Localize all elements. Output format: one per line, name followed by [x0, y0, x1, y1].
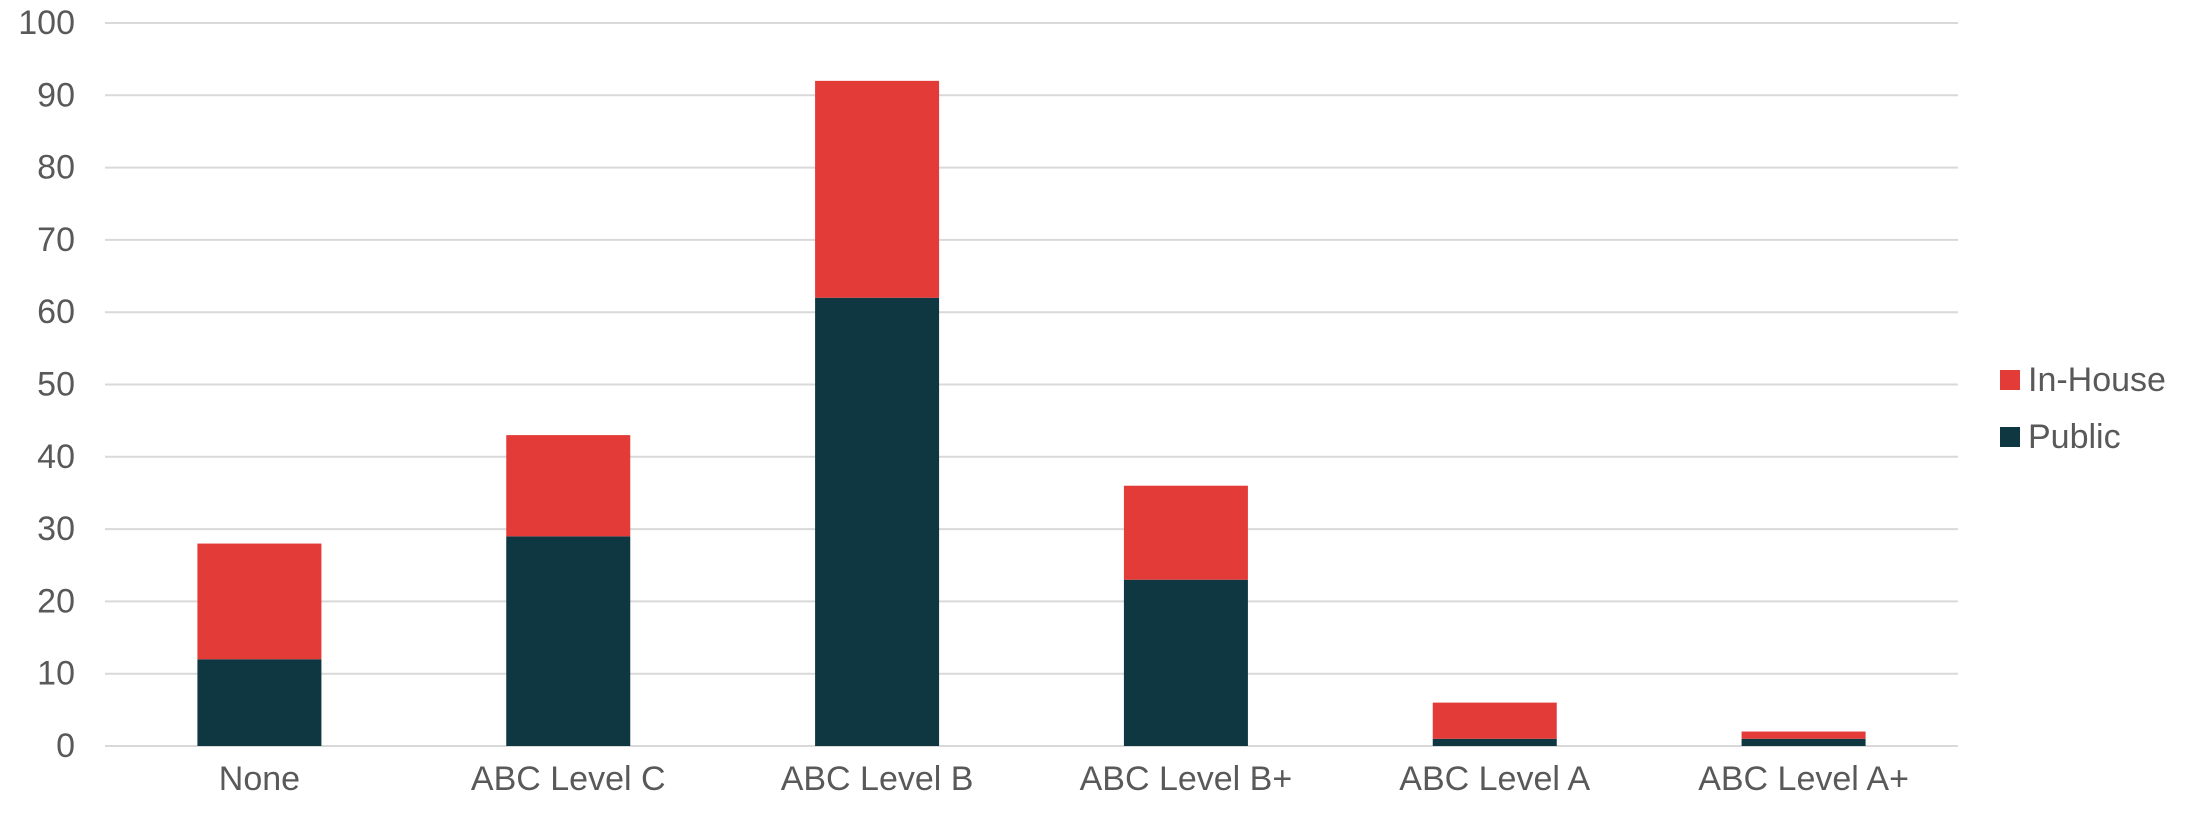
x-tick-label: ABC Level C: [471, 760, 666, 798]
y-tick-label: 40: [37, 438, 75, 476]
bar-in-house-abc-level-c: [506, 435, 631, 537]
gridlines: [105, 22, 1958, 747]
y-tick-label: 10: [37, 655, 75, 693]
x-tick-label: ABC Level A: [1399, 760, 1590, 798]
y-tick-label: 100: [18, 4, 75, 42]
legend-swatch-in-house: [2000, 370, 2020, 390]
x-tick-label: None: [219, 760, 300, 798]
y-tick-label: 70: [37, 221, 75, 259]
y-tick-label: 20: [37, 582, 75, 620]
legend: In-House Public: [2000, 361, 2166, 456]
bar-in-house-abc-level-b: [815, 80, 940, 298]
bar-in-house-abc-level-a-: [1741, 731, 1866, 739]
x-axis-tick-labels: None ABC Level C ABC Level B ABC Level B+ AB…: [219, 760, 1909, 798]
bar-public-none: [197, 659, 322, 746]
bar-public-abc-level-b: [815, 297, 940, 746]
x-tick-label: ABC Level B: [781, 760, 974, 798]
y-tick-label: 60: [37, 293, 75, 331]
bar-public-abc-level-b-: [1123, 579, 1248, 746]
legend-label: Public: [2028, 418, 2121, 456]
legend-swatch-public: [2000, 427, 2020, 447]
y-tick-label: 90: [37, 76, 75, 114]
y-tick-label: 80: [37, 149, 75, 187]
y-tick-label: 0: [56, 727, 75, 765]
y-tick-label: 50: [37, 366, 75, 404]
x-tick-label: ABC Level A+: [1698, 760, 1909, 798]
bar-in-house-abc-level-a: [1432, 702, 1557, 739]
bar-in-house-none: [197, 543, 322, 660]
bar-public-abc-level-c: [506, 536, 631, 746]
legend-label: In-House: [2028, 361, 2166, 399]
bar-public-abc-level-a: [1432, 738, 1557, 746]
bars: [197, 80, 1866, 746]
y-tick-label: 30: [37, 510, 75, 548]
bar-in-house-abc-level-b-: [1123, 485, 1248, 580]
y-axis-tick-labels: 0 10 20 30 40 50 60 70 80 90 100: [18, 4, 75, 765]
x-tick-label: ABC Level B+: [1080, 760, 1293, 798]
bar-public-abc-level-a-: [1741, 738, 1866, 746]
